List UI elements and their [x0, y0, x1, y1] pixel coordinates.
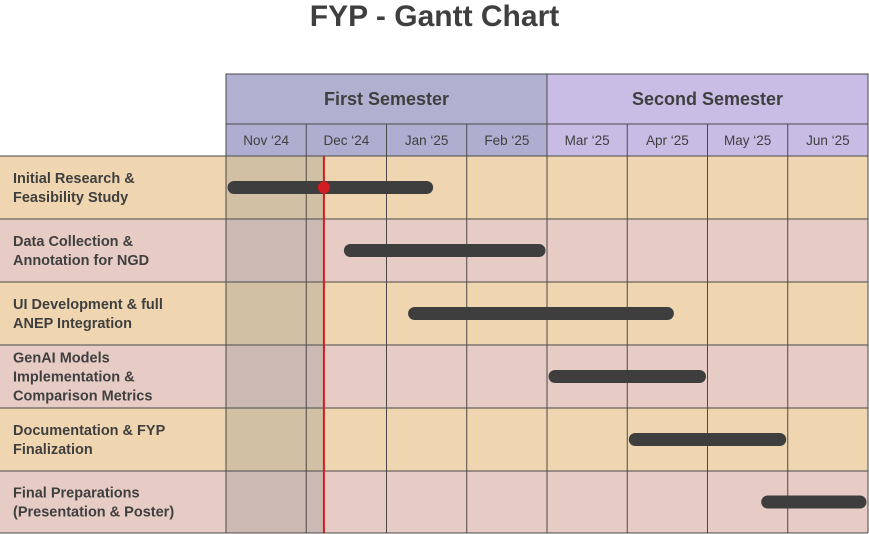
month-label: Dec ‘24 [323, 133, 369, 148]
task-row-bg [0, 156, 868, 219]
month-label: Feb ‘25 [484, 133, 529, 148]
semester-label: First Semester [324, 89, 449, 109]
month-label: May ‘25 [724, 133, 771, 148]
today-dot [317, 181, 330, 194]
task-label-line: Comparison Metrics [13, 389, 152, 405]
month-label: Mar ‘25 [565, 133, 610, 148]
task-label-line: Data Collection & [13, 234, 134, 250]
semester-header [547, 74, 868, 124]
task-label-line: ANEP Integration [13, 316, 132, 332]
task-label: UI Development & full ANEP Integration [13, 297, 163, 332]
task-label: Final Preparations (Presentation & Poster… [13, 486, 174, 521]
month-header [627, 124, 708, 156]
month-header [707, 124, 788, 156]
month-label: Jun ‘25 [806, 133, 850, 148]
task-label: Data Collection & Annotation for NGD [13, 234, 149, 269]
month-label: Apr ‘25 [646, 133, 689, 148]
month-header [386, 124, 467, 156]
task-label-line: Implementation & [13, 370, 135, 386]
task-label-line: Documentation & FYP [13, 423, 166, 439]
task-label-line: Annotation for NGD [13, 253, 149, 269]
task-label-line: Feasibility Study [13, 190, 128, 206]
task-row-bg [0, 345, 868, 408]
month-header [466, 124, 547, 156]
task-row-bg [0, 471, 868, 533]
month-header [787, 124, 868, 156]
month-label: Nov ‘24 [243, 133, 289, 148]
task-label-line: Final Preparations [13, 486, 140, 502]
task-label-line: Initial Research & [13, 171, 135, 187]
month-header [226, 124, 307, 156]
month-header [306, 124, 387, 156]
task-label-line: Finalization [13, 442, 93, 458]
task-label: GenAI Models Implementation & Comparison M… [13, 351, 152, 405]
task-label: Initial Research & Feasibility Study [13, 171, 135, 206]
semester-label: Second Semester [632, 89, 783, 109]
chart-title: FYP - Gantt Chart [309, 0, 560, 33]
task-label: Documentation & FYP Finalization [13, 423, 166, 458]
task-label-line: UI Development & full [13, 297, 163, 313]
month-header [547, 124, 628, 156]
month-label: Jan ‘25 [405, 133, 449, 148]
semester-header [226, 74, 547, 124]
task-label-line: (Presentation & Poster) [13, 505, 174, 521]
task-label-line: GenAI Models [13, 351, 110, 367]
